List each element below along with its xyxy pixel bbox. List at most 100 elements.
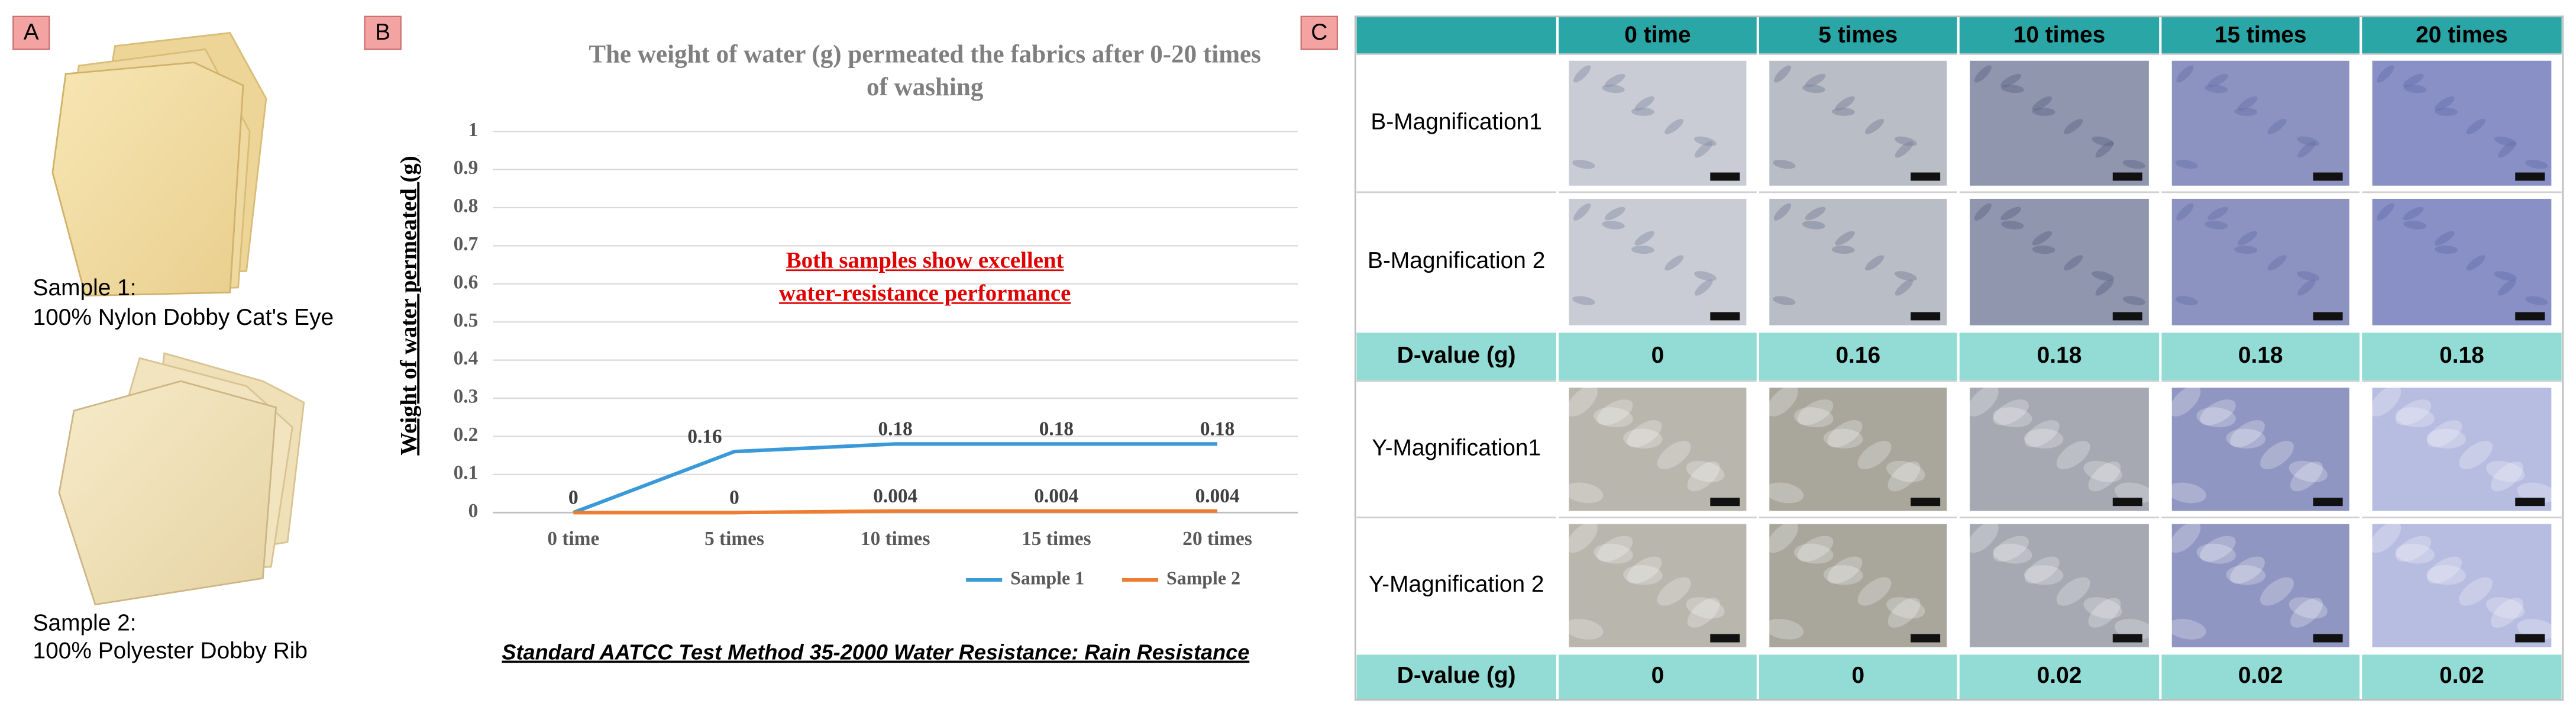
scale-bar bbox=[2313, 172, 2343, 181]
data-label: 0 bbox=[568, 487, 578, 509]
micrograph-texture bbox=[1694, 136, 1717, 146]
chart-title-box: The weight of water (g) permeated the fa… bbox=[589, 41, 1261, 102]
annotation: Both samples show excellent water-resist… bbox=[778, 250, 1071, 308]
micrograph-texture bbox=[1794, 543, 1834, 564]
micrograph-texture bbox=[1974, 65, 1992, 83]
micrograph-texture bbox=[1823, 565, 1863, 585]
micrograph-texture bbox=[2024, 556, 2060, 584]
micrograph-texture bbox=[2207, 207, 2228, 221]
micrograph-texture bbox=[1887, 598, 1921, 628]
micrograph-texture bbox=[1886, 597, 1925, 619]
micrograph-texture bbox=[2525, 160, 2548, 169]
row-label: B-Magnification 2 bbox=[1368, 248, 1545, 273]
micrograph-texture bbox=[2497, 279, 2516, 296]
micrograph-texture bbox=[2083, 460, 2122, 482]
sample-description: 100% Nylon Dobby Cat's Eye bbox=[33, 305, 334, 330]
micrograph-texture bbox=[1657, 577, 1691, 606]
micrograph-texture bbox=[1827, 420, 1863, 447]
legend-label: Sample 2 bbox=[1166, 567, 1240, 588]
micrograph-texture bbox=[2260, 577, 2294, 606]
d-value: 0 bbox=[1651, 663, 1664, 688]
panel-label: B bbox=[375, 20, 390, 45]
micrograph-texture bbox=[2485, 597, 2525, 619]
micrograph-texture bbox=[1993, 535, 2029, 562]
micrograph-texture bbox=[2122, 160, 2146, 169]
micrograph-texture bbox=[1764, 482, 1804, 504]
d-value: 0.16 bbox=[1835, 343, 1880, 368]
micrograph-texture bbox=[2024, 428, 2064, 449]
micrograph-texture bbox=[2056, 577, 2090, 606]
micrograph-texture bbox=[2230, 556, 2265, 584]
micrograph-texture bbox=[1773, 160, 1796, 169]
scale-bar bbox=[1911, 634, 1941, 643]
micrograph-texture bbox=[2207, 73, 2228, 88]
micrograph-texture bbox=[1886, 460, 1925, 482]
d-value-label: D-value (g) bbox=[1397, 663, 1516, 688]
micrograph-texture bbox=[2297, 136, 2320, 146]
micrograph-texture bbox=[2395, 407, 2435, 428]
scale-bar bbox=[2515, 634, 2545, 643]
micrograph-texture bbox=[1602, 221, 1625, 230]
d-value: 0 bbox=[1851, 663, 1864, 688]
panel-label-box bbox=[12, 15, 50, 50]
micrograph-texture bbox=[1797, 399, 1834, 425]
micrograph-texture bbox=[2000, 73, 2021, 88]
scale-bar bbox=[2112, 172, 2142, 181]
micrograph-texture bbox=[1687, 598, 1720, 628]
scale-bar bbox=[2313, 634, 2343, 643]
micrograph-texture bbox=[1835, 96, 1855, 111]
column-header: 10 times bbox=[2013, 22, 2106, 47]
micrograph bbox=[1769, 60, 1947, 186]
micrograph-texture bbox=[1694, 271, 1717, 281]
micrograph-texture bbox=[2289, 597, 2328, 619]
micrograph-texture bbox=[2088, 461, 2121, 492]
micrograph-texture bbox=[1564, 619, 1604, 640]
micrograph-texture bbox=[2297, 271, 2320, 281]
micrograph-texture bbox=[2056, 441, 2090, 470]
micrograph-texture bbox=[2494, 136, 2517, 146]
micrograph-texture bbox=[2466, 255, 2485, 271]
d-value: 0.02 bbox=[2439, 663, 2484, 688]
micrograph-texture bbox=[1831, 246, 1855, 254]
fabric-photo bbox=[58, 352, 305, 606]
micrograph-texture bbox=[1993, 399, 2029, 425]
sample-title: Sample 1: bbox=[33, 275, 137, 301]
panel-label-box bbox=[1300, 15, 1338, 50]
data-line bbox=[573, 442, 1218, 515]
micrograph-texture bbox=[1974, 203, 1992, 221]
micrograph bbox=[1569, 198, 1747, 325]
micrograph-bg bbox=[1569, 388, 1747, 511]
micrograph-texture bbox=[2032, 246, 2055, 254]
micrograph-texture bbox=[2403, 221, 2427, 230]
d-value: 0.18 bbox=[2238, 343, 2283, 368]
micrograph-bg bbox=[2171, 524, 2349, 647]
micrograph bbox=[2171, 198, 2349, 325]
micrograph-texture bbox=[2377, 203, 2394, 221]
micrograph bbox=[2372, 198, 2552, 325]
scale-bar bbox=[1710, 634, 1740, 643]
micrograph-texture bbox=[2088, 598, 2121, 628]
scale-bar bbox=[1710, 498, 1740, 506]
legend-label: Sample 1 bbox=[1010, 567, 1084, 588]
scale-bar bbox=[2112, 498, 2142, 506]
d-value: 0.02 bbox=[2037, 663, 2082, 688]
micrograph-texture bbox=[1794, 407, 1834, 428]
scale-bar bbox=[2515, 172, 2545, 181]
micrograph-texture bbox=[1594, 543, 1633, 564]
y-tick-label: 0.4 bbox=[454, 347, 479, 369]
micrograph-bg bbox=[1569, 524, 1747, 647]
micrograph-texture bbox=[1604, 207, 1625, 221]
sample-description: 100% Polyester Dobby Rib bbox=[33, 638, 308, 664]
micrograph bbox=[1764, 385, 1947, 511]
micrograph-texture bbox=[2260, 441, 2294, 470]
micrograph-texture bbox=[1895, 279, 1914, 296]
panel-label-box bbox=[364, 15, 402, 50]
micrograph-texture bbox=[1767, 385, 1798, 417]
y-tick-label: 0.5 bbox=[454, 309, 479, 331]
micrograph-texture bbox=[2176, 65, 2194, 83]
micrograph-texture bbox=[2426, 565, 2466, 585]
micrograph-texture bbox=[1627, 556, 1662, 584]
micrograph-texture bbox=[1573, 65, 1591, 83]
d-value: 0.18 bbox=[2439, 343, 2484, 368]
micrograph-bg bbox=[1970, 524, 2149, 647]
